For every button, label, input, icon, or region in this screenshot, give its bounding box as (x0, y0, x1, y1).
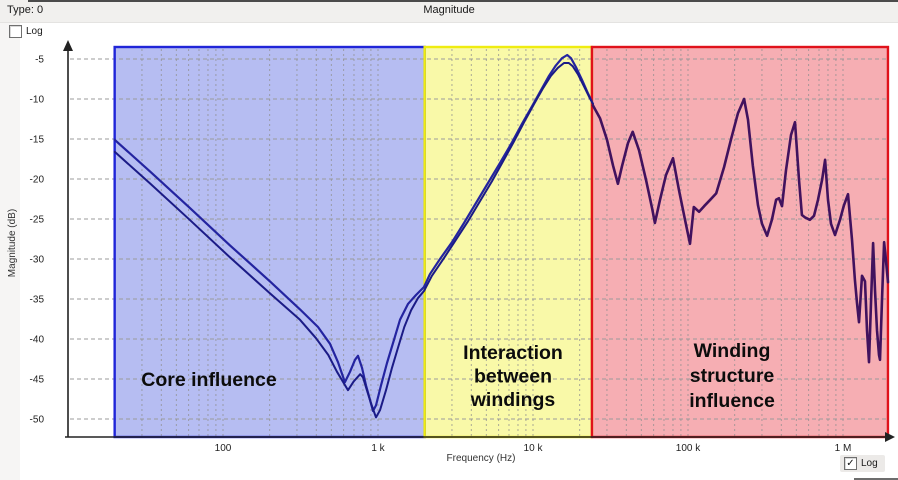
y-tick-label: -20 (30, 175, 45, 186)
curve-sweep-high-frequency (591, 97, 890, 364)
y-axis-arrow (63, 40, 73, 51)
log-checkbox-top[interactable]: Log (9, 25, 43, 38)
plot-title: Magnitude (423, 4, 475, 16)
y-tick-label: -25 (30, 215, 45, 226)
type-label: Type: 0 (7, 4, 44, 16)
titlebar: Type: 0 Magnitude (0, 0, 898, 23)
x-tick-label: 1 k (371, 443, 385, 454)
x-axis-arrow (885, 432, 895, 442)
left-margin (0, 22, 20, 480)
y-tick-label: -30 (30, 255, 45, 266)
region-core-influence (114, 47, 425, 437)
log-checkbox-bottom-box[interactable]: ✓ (844, 457, 857, 470)
y-tick-label: -50 (30, 415, 45, 426)
y-tick-label: -40 (30, 335, 45, 346)
log-checkbox-bottom-label: Log (861, 458, 878, 469)
window-bottom-edge (854, 478, 898, 480)
curve-sweep-upper (113, 53, 595, 413)
x-tick-label: 1 M (835, 443, 852, 454)
region-label-core-influence: Core influence (141, 369, 277, 391)
x-tick-label: 100 k (676, 443, 701, 454)
region-label-winding-structure-influence: Winding structure influence (689, 340, 775, 412)
y-tick-label: -15 (30, 135, 45, 146)
y-tick-label: -45 (30, 375, 45, 386)
y-tick-label: -10 (30, 95, 45, 106)
log-checkbox-top-box[interactable] (9, 25, 22, 38)
y-tick-label: -35 (30, 295, 45, 306)
log-checkbox-bottom[interactable]: ✓ Log (840, 455, 885, 472)
x-tick-label: 10 k (524, 443, 544, 454)
log-checkbox-top-label: Log (26, 26, 43, 37)
y-tick-label: -5 (35, 55, 44, 66)
x-axis-title: Frequency (Hz) (447, 453, 516, 464)
region-winding-structure-influence (591, 47, 888, 437)
y-axis-title: Magnitude (dB) (7, 209, 18, 277)
x-tick-label: 100 (215, 443, 232, 454)
curve-sweep-lower (113, 62, 594, 419)
region-label-interaction-between-windings: Interaction between windings (463, 342, 563, 411)
window-top-edge (28, 0, 898, 2)
